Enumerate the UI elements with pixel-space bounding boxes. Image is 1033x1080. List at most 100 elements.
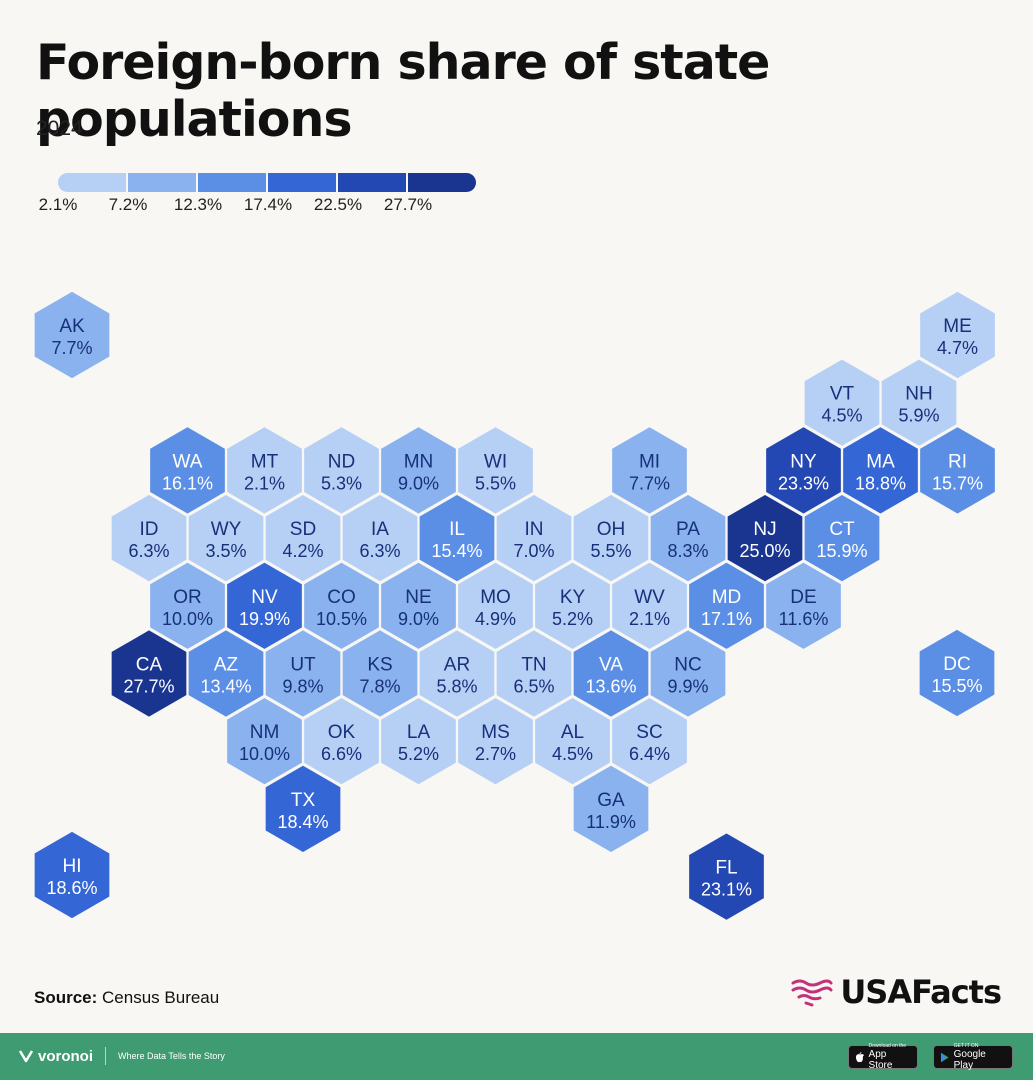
state-value-label: 10.0% xyxy=(239,744,290,764)
app-store-big-text: App Store xyxy=(868,1049,893,1071)
legend-label: 2.1% xyxy=(38,195,78,214)
google-play-icon xyxy=(940,1052,949,1062)
state-abbr-label: TX xyxy=(291,790,316,811)
state-value-label: 5.5% xyxy=(590,541,631,561)
state-hex-nd: ND5.3% xyxy=(302,425,381,516)
state-value-label: 27.7% xyxy=(123,677,174,697)
state-hex-sc: SC6.4% xyxy=(610,696,689,787)
state-abbr-label: MI xyxy=(639,451,660,472)
state-abbr-label: VA xyxy=(599,655,623,676)
state-abbr-label: MO xyxy=(480,587,511,608)
state-value-label: 23.1% xyxy=(701,880,752,900)
state-value-label: 19.9% xyxy=(239,609,290,629)
state-hex-mn: MN9.0% xyxy=(379,425,458,516)
state-value-label: 13.6% xyxy=(585,677,636,697)
state-abbr-label: OK xyxy=(328,722,356,743)
state-hex-shape xyxy=(687,560,766,651)
state-value-label: 3.5% xyxy=(205,541,246,561)
state-hex-shape xyxy=(572,764,650,854)
state-hex-shape xyxy=(418,493,496,583)
state-abbr-label: HI xyxy=(63,856,82,877)
voronoi-logo[interactable]: voronoi Where Data Tells the Story xyxy=(18,1047,225,1065)
state-hex-shape xyxy=(456,696,535,787)
state-hex-shape xyxy=(533,560,612,651)
legend-label: 12.3% xyxy=(173,195,223,214)
state-hex-shape xyxy=(341,628,419,719)
state-hex-wv: WV2.1% xyxy=(610,560,689,651)
hex-tile-map: AK7.7%ME4.7%VT4.5%NH5.9%WA16.1%MT2.1%ND5… xyxy=(33,290,997,922)
state-value-label: 9.8% xyxy=(282,677,323,697)
state-abbr-label: MS xyxy=(481,722,510,743)
state-hex-shape xyxy=(726,493,804,583)
state-hex-shape xyxy=(264,493,342,583)
state-value-label: 10.0% xyxy=(162,609,213,629)
legend-label: 7.2% xyxy=(108,195,148,214)
state-hex-nh: NH5.9% xyxy=(880,357,958,448)
state-abbr-label: KY xyxy=(560,587,586,608)
voronoi-wordmark: voronoi xyxy=(38,1047,93,1065)
state-hex-shape xyxy=(918,628,996,718)
state-abbr-label: AR xyxy=(444,655,470,676)
state-value-label: 5.3% xyxy=(321,473,362,493)
state-hex-ak: AK7.7% xyxy=(33,290,111,380)
state-abbr-label: WV xyxy=(634,587,665,608)
apple-icon xyxy=(855,1052,865,1063)
state-abbr-label: NC xyxy=(674,655,701,676)
google-play-button[interactable]: GET IT ON Google Play xyxy=(933,1043,1013,1071)
state-abbr-label: WY xyxy=(211,519,242,540)
state-abbr-label: NM xyxy=(250,722,280,743)
state-hex-shape xyxy=(456,425,535,516)
app-store-button[interactable]: Download on the App Store xyxy=(848,1043,918,1071)
state-value-label: 17.1% xyxy=(701,609,752,629)
page-title: Foreign-born share of state populations xyxy=(36,34,770,148)
usafacts-brand: USAFacts xyxy=(790,972,1002,1012)
state-value-label: 5.5% xyxy=(475,473,516,493)
state-value-label: 5.2% xyxy=(552,609,593,629)
state-hex-mo: MO4.9% xyxy=(456,560,535,651)
state-hex-ky: KY5.2% xyxy=(533,560,612,651)
state-abbr-label: MN xyxy=(404,451,434,472)
state-abbr-label: OR xyxy=(173,587,202,608)
state-abbr-label: AZ xyxy=(214,655,239,676)
state-hex-shape xyxy=(918,290,997,380)
state-hex-shape xyxy=(264,628,342,719)
state-value-label: 18.6% xyxy=(46,878,97,898)
state-hex-shape xyxy=(572,628,650,719)
state-hex-shape xyxy=(803,357,881,448)
legend-swatch xyxy=(338,173,406,192)
color-legend: 2.1% 7.2% 12.3% 17.4% 22.5% 27.7% xyxy=(39,173,476,214)
state-hex-nc: NC9.9% xyxy=(649,628,727,719)
state-abbr-label: DC xyxy=(943,654,970,675)
state-abbr-label: WA xyxy=(173,451,203,472)
state-hex-shape xyxy=(148,560,227,651)
state-hex-ks: KS7.8% xyxy=(341,628,419,719)
state-abbr-label: ID xyxy=(140,519,159,540)
state-hex-me: ME4.7% xyxy=(918,290,997,380)
source-prefix: Source: xyxy=(34,988,98,1007)
state-hex-ia: IA6.3% xyxy=(341,493,419,583)
legend-color-bar xyxy=(58,173,476,193)
state-hex-wy: WY3.5% xyxy=(187,493,265,583)
state-hex-shape xyxy=(572,493,650,583)
footer-bar: voronoi Where Data Tells the Story Downl… xyxy=(0,1033,1033,1080)
state-hex-shape xyxy=(302,696,381,787)
state-hex-shape xyxy=(379,425,458,516)
state-abbr-label: SC xyxy=(636,722,662,743)
state-hex-shape xyxy=(379,696,458,787)
state-hex-shape xyxy=(225,560,304,651)
state-abbr-label: TN xyxy=(521,655,546,676)
state-hex-oh: OH5.5% xyxy=(572,493,650,583)
state-hex-shape xyxy=(495,628,573,719)
state-hex-in: IN7.0% xyxy=(495,493,573,583)
state-abbr-label: KS xyxy=(367,655,392,676)
voronoi-logo-icon xyxy=(18,1050,34,1063)
state-abbr-label: WI xyxy=(484,451,507,472)
